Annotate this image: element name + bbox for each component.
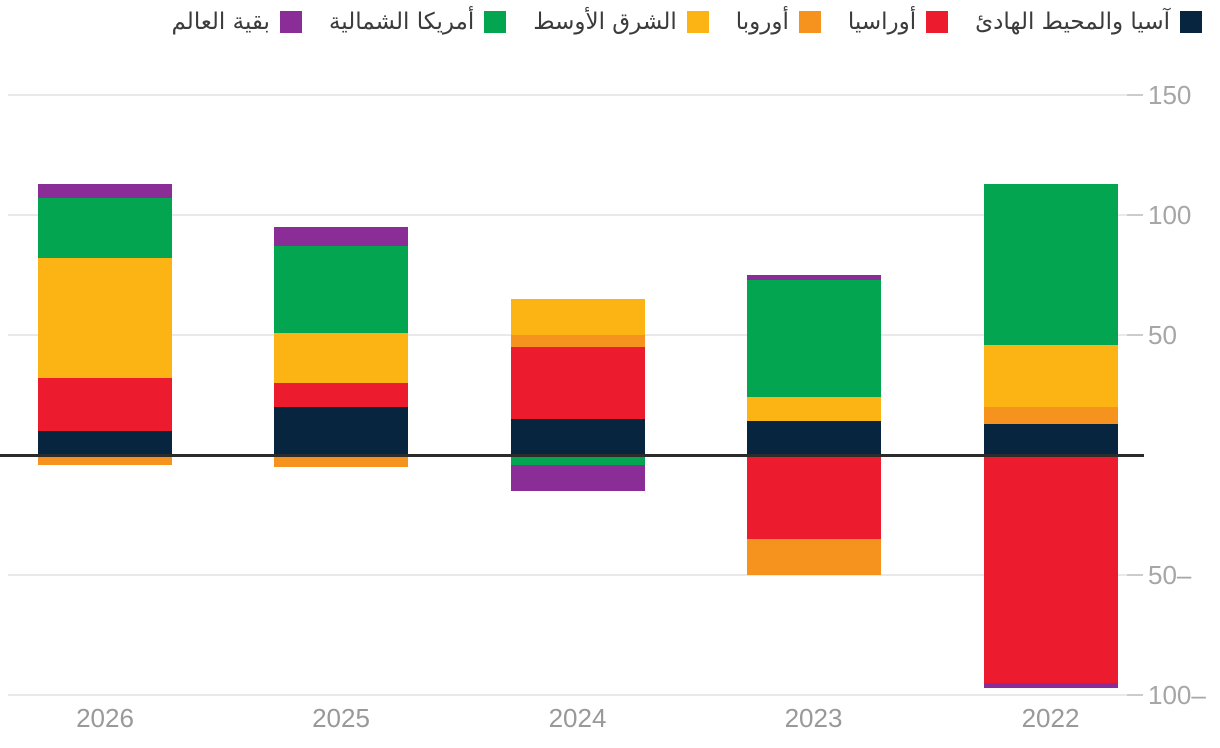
legend: آسيا والمحيط الهادئ أوراسيا أوروبا الشرق ال… xyxy=(172,9,1202,35)
y-axis-label--100: 100– xyxy=(1148,680,1206,710)
bar-2025-middle-east xyxy=(274,332,408,383)
bar-2025-europe xyxy=(274,455,408,467)
bar-2024-middle-east xyxy=(510,299,645,335)
legend-swatch-middle-east xyxy=(686,11,709,33)
legend-swatch-europe xyxy=(798,11,821,33)
bar-2025-asia-pacific xyxy=(274,407,408,455)
bar-2026-north-america xyxy=(38,198,172,259)
y-axis-label-50: 50 xyxy=(1148,320,1177,350)
legend-item-europe: أوروبا xyxy=(736,9,821,35)
y-axis-label--50: 50– xyxy=(1148,560,1192,590)
legend-item-rest-of-world: بقية العالم xyxy=(172,9,302,35)
bar-2023-middle-east xyxy=(746,397,881,422)
bar-2022-rest-of-world xyxy=(983,683,1118,688)
legend-swatch-asia-pacific xyxy=(1180,11,1202,33)
x-axis-label-2022: 2022 xyxy=(1021,703,1080,733)
bar-2023-north-america xyxy=(746,279,881,398)
y-tick-100 xyxy=(1127,214,1143,216)
bar-2022-middle-east xyxy=(983,344,1118,407)
y-tick--100 xyxy=(1127,694,1143,696)
bar-2024-rest-of-world xyxy=(510,464,645,491)
gridline-100 xyxy=(8,214,1143,216)
x-axis-label-2023: 2023 xyxy=(784,703,843,733)
legend-swatch-rest-of-world xyxy=(279,11,302,33)
zero-axis-line xyxy=(0,453,1144,457)
bar-2022-eurasia xyxy=(983,455,1118,683)
legend-item-middle-east: الشرق الأوسط xyxy=(533,9,709,35)
legend-label-europe: أوروبا xyxy=(735,9,789,35)
gridline-150 xyxy=(8,94,1143,96)
bar-2023-asia-pacific xyxy=(746,421,881,455)
bar-2024-north-america xyxy=(510,455,645,465)
bar-2023-europe xyxy=(746,539,881,575)
bar-2026-europe xyxy=(38,455,172,465)
legend-item-asia-pacific: آسيا والمحيط الهادئ xyxy=(975,9,1202,35)
y-tick-150 xyxy=(1127,94,1143,96)
bar-2023-rest-of-world xyxy=(746,275,881,280)
bar-2026-rest-of-world xyxy=(38,183,172,199)
bar-2026-eurasia xyxy=(38,378,172,431)
bar-2022-asia-pacific xyxy=(983,423,1118,455)
x-axis-label-2026: 2026 xyxy=(76,703,134,733)
gridline--50 xyxy=(8,574,1143,576)
x-axis-label-2024: 2024 xyxy=(548,703,607,733)
bar-2026-asia-pacific xyxy=(38,431,172,455)
bar-2022-europe xyxy=(983,407,1118,424)
legend-label-eurasia: أوراسيا xyxy=(847,9,917,35)
y-tick-50 xyxy=(1127,334,1143,336)
bar-2024-europe xyxy=(510,335,645,347)
x-axis-label-2025: 2025 xyxy=(312,703,370,733)
bar-2025-eurasia xyxy=(274,383,408,407)
legend-label-middle-east: الشرق الأوسط xyxy=(533,9,677,35)
legend-item-north-america: أمريكا الشمالية xyxy=(328,9,507,35)
legend-label-rest-of-world: بقية العالم xyxy=(171,9,270,35)
bar-2025-rest-of-world xyxy=(274,227,408,247)
legend-label-north-america: أمريكا الشمالية xyxy=(328,9,475,35)
bar-2024-asia-pacific xyxy=(510,419,645,455)
bar-2026-middle-east xyxy=(38,258,172,379)
gridline--100 xyxy=(8,694,1143,696)
y-axis-label-150: 150 xyxy=(1148,80,1192,110)
legend-swatch-north-america xyxy=(484,11,507,33)
legend-label-asia-pacific: آسيا والمحيط الهادئ xyxy=(975,9,1170,35)
y-tick--50 xyxy=(1127,574,1143,576)
bar-2024-eurasia xyxy=(510,347,645,419)
legend-swatch-eurasia xyxy=(926,11,949,33)
bar-2025-north-america xyxy=(274,246,408,333)
bar-2022-north-america xyxy=(983,183,1118,345)
bar-2023-eurasia xyxy=(746,455,881,539)
y-axis-label-100: 100 xyxy=(1148,200,1192,230)
legend-item-eurasia: أوراسيا xyxy=(847,9,949,35)
